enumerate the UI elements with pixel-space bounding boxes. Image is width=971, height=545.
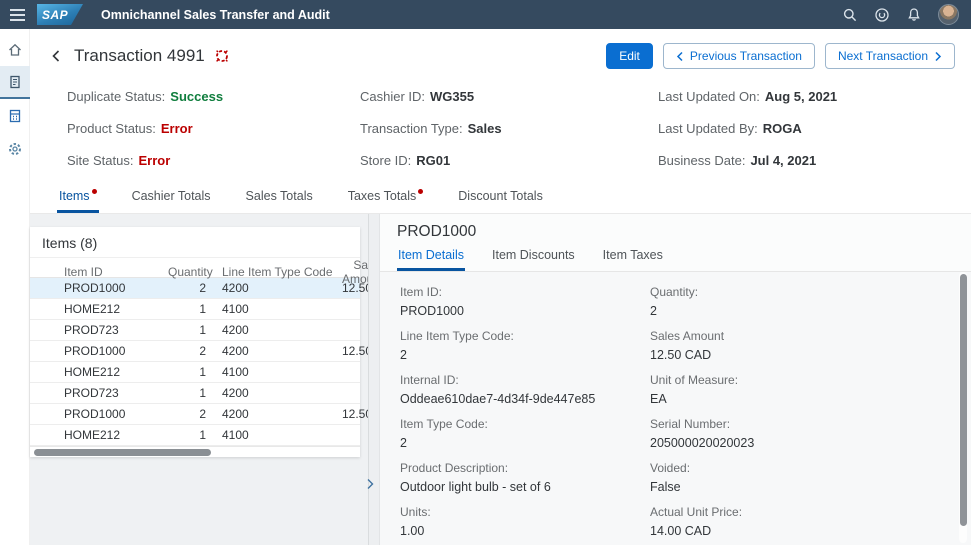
header-field: Site Status: Error bbox=[67, 153, 171, 168]
items-table-body: PROD1000 2 4200 12.50 HOME212 1 4100 bbox=[30, 278, 372, 446]
copilot-icon[interactable] bbox=[874, 7, 890, 23]
nav-settings-gear-icon[interactable] bbox=[0, 132, 30, 165]
main-tab-strip: Items Cashier Totals Sales Totals Taxes … bbox=[30, 173, 971, 213]
header-field: Last Updated By: ROGA bbox=[658, 121, 802, 136]
main-area: Transaction 4991 Edit Previous Transacti… bbox=[30, 29, 971, 545]
scrollbar-thumb[interactable] bbox=[959, 274, 967, 527]
detail-field: Line Item Type Code: 2 bbox=[400, 329, 514, 362]
chevron-right-icon bbox=[935, 51, 942, 61]
table-row[interactable]: HOME212 1 4100 bbox=[30, 299, 360, 320]
panel-splitter[interactable] bbox=[366, 213, 383, 545]
table-row[interactable]: PROD1000 2 4200 12.50 bbox=[30, 341, 372, 362]
header-field: Last Updated On: Aug 5, 2021 bbox=[658, 89, 838, 104]
previous-transaction-button[interactable]: Previous Transaction bbox=[662, 43, 815, 69]
table-row[interactable]: HOME212 1 4100 bbox=[30, 362, 360, 383]
edit-button[interactable]: Edit bbox=[606, 43, 653, 69]
menu-icon[interactable] bbox=[8, 7, 27, 23]
detail-field: Voided: False bbox=[650, 461, 691, 494]
detail-field: Item ID: PROD1000 bbox=[400, 285, 464, 318]
page-title: Transaction 4991 bbox=[74, 46, 205, 65]
nav-home-icon[interactable] bbox=[0, 33, 30, 66]
table-row[interactable]: HOME212 1 4100 bbox=[30, 425, 360, 446]
alert-dot bbox=[91, 189, 97, 194]
expand-chevron-icon[interactable] bbox=[366, 472, 383, 496]
sap-logo-text: SAP bbox=[42, 7, 69, 22]
app-title: Omnichannel Sales Transfer and Audit bbox=[101, 7, 330, 22]
table-row[interactable]: PROD723 1 4200 bbox=[30, 320, 360, 341]
detail-field: Units: 1.00 bbox=[400, 505, 431, 538]
content-area: Items (8) Item ID Quantity Line Item Typ… bbox=[30, 213, 971, 545]
detail-field: Item Type Code: 2 bbox=[400, 417, 488, 450]
detail-tab[interactable]: Item Discounts bbox=[491, 244, 576, 271]
detail-field: Quantity: 2 bbox=[650, 285, 699, 318]
detail-tab[interactable]: Item Details bbox=[397, 244, 465, 271]
notifications-icon[interactable] bbox=[906, 7, 922, 23]
vertical-scrollbar[interactable] bbox=[959, 272, 967, 543]
detail-field: Sales Amount 12.50 CAD bbox=[650, 329, 725, 362]
items-table-header: Item ID Quantity Line Item Type Code Sal… bbox=[30, 257, 383, 286]
chevron-left-icon bbox=[676, 51, 683, 61]
search-icon[interactable] bbox=[842, 7, 858, 23]
nav-audit-document-icon[interactable] bbox=[0, 66, 30, 99]
left-nav-rail bbox=[0, 29, 30, 545]
user-avatar[interactable] bbox=[938, 4, 959, 25]
items-panel-title: Items (8) bbox=[42, 235, 98, 251]
header-field: Store ID: RG01 bbox=[360, 153, 451, 168]
back-chevron-icon[interactable] bbox=[48, 47, 64, 65]
table-row[interactable]: PROD723 1 4200 bbox=[30, 383, 360, 404]
error-status-icon bbox=[213, 47, 231, 65]
header-field: Cashier ID: WG355 bbox=[360, 89, 475, 104]
detail-field: Serial Number: 205000020020023 bbox=[650, 417, 755, 450]
detail-panel-title: PROD1000 bbox=[397, 223, 477, 240]
main-tab[interactable]: Sales Totals bbox=[244, 185, 315, 213]
detail-field: Unit of Measure: EA bbox=[650, 373, 739, 406]
detail-field: Product Description: Outdoor light bulb -… bbox=[400, 461, 551, 494]
table-row[interactable]: PROD1000 2 4200 12.50 bbox=[30, 278, 372, 299]
alert-dot bbox=[418, 189, 424, 194]
header-field: Business Date: Jul 4, 2021 bbox=[658, 153, 817, 168]
scrollbar-thumb[interactable] bbox=[34, 449, 212, 456]
horizontal-scrollbar[interactable] bbox=[30, 446, 360, 457]
sap-logo[interactable]: SAP bbox=[37, 4, 83, 25]
shell-bar: SAP Omnichannel Sales Transfer and Audit bbox=[0, 0, 971, 29]
main-tab[interactable]: Items bbox=[57, 185, 99, 213]
detail-form: Item ID: PROD1000 Line Item Type Code: 2 I… bbox=[380, 272, 971, 545]
main-tab[interactable]: Discount Totals bbox=[456, 185, 545, 213]
nav-calculator-icon[interactable] bbox=[0, 99, 30, 132]
detail-field: Actual Unit Price: 14.00 CAD bbox=[650, 505, 743, 538]
table-row[interactable]: PROD1000 2 4200 12.50 bbox=[30, 404, 372, 425]
detail-tab-strip: Item Details Item Discounts Item Taxes bbox=[380, 244, 971, 272]
header-info-grid: Duplicate Status: Success Product Status:… bbox=[30, 73, 971, 173]
items-list-panel: Items (8) Item ID Quantity Line Item Typ… bbox=[30, 213, 383, 545]
item-detail-panel: PROD1000 Item Details Item Discounts Ite… bbox=[380, 213, 971, 545]
main-tab[interactable]: Cashier Totals bbox=[130, 185, 213, 213]
detail-tab[interactable]: Item Taxes bbox=[602, 244, 664, 271]
header-field: Transaction Type: Sales bbox=[360, 121, 502, 136]
header-field: Duplicate Status: Success bbox=[67, 89, 224, 104]
header-field: Product Status: Error bbox=[67, 121, 193, 136]
detail-field: Internal ID: Oddeae610dae7-4d34f-9de447e8… bbox=[400, 373, 596, 406]
page-header: Transaction 4991 Edit Previous Transacti… bbox=[30, 29, 971, 213]
next-transaction-button[interactable]: Next Transaction bbox=[824, 43, 955, 69]
main-tab[interactable]: Taxes Totals bbox=[346, 185, 426, 213]
